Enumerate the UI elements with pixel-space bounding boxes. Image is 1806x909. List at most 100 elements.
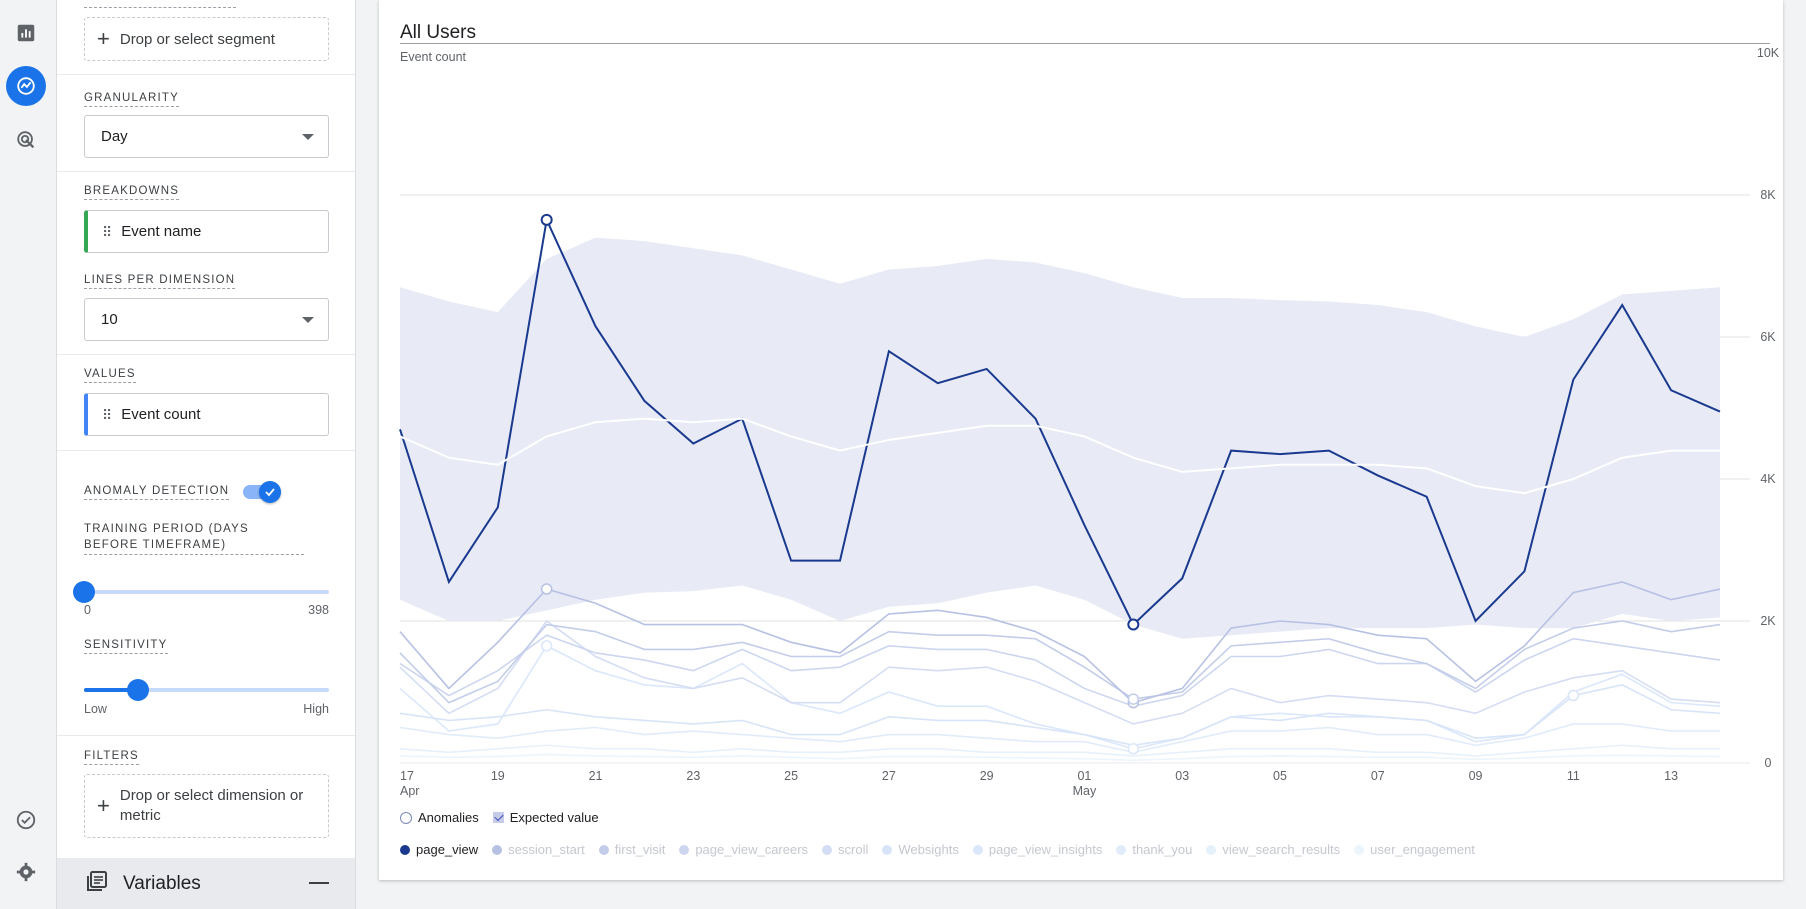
legend-anomalies[interactable]: Anomalies	[400, 810, 479, 825]
anomaly-detection-toggle[interactable]	[243, 481, 281, 503]
x-tick-label: 17	[400, 769, 414, 783]
legend-series-first_visit[interactable]: first_visit	[598, 842, 666, 857]
legend-series-session_start[interactable]: session_start	[492, 842, 585, 857]
legend-series-page_view[interactable]: page_view	[400, 842, 478, 857]
x-tick-label: 09	[1469, 769, 1483, 783]
filters-section: FILTERS + Drop or select dimension or me…	[57, 736, 355, 858]
tab-settings-panel: + Drop or select segment GRANULARITY Day…	[57, 0, 356, 909]
value-chip-event-count[interactable]: ⠿ Event count	[84, 393, 329, 436]
series-line-Websights	[399, 684, 1721, 747]
training-slider-knob[interactable]	[73, 581, 95, 603]
breakdown-item-label: Event name	[121, 223, 202, 240]
legend-series-view_search_results[interactable]: view_search_results	[1206, 842, 1340, 857]
y-tick-label: 0	[1765, 756, 1772, 770]
anomaly-marker	[540, 213, 553, 226]
legend-series-page_view_careers[interactable]: page_view_careers	[679, 842, 808, 857]
chevron-down-icon	[302, 316, 314, 323]
series-line-first_visit	[399, 620, 1721, 704]
legend-series-label: page_view_careers	[695, 842, 809, 857]
y-tick-label: 8K	[1760, 188, 1776, 202]
library-icon	[85, 869, 109, 899]
sensitivity-label: SENSITIVITY	[84, 638, 168, 654]
legend-dot-icon	[882, 844, 893, 855]
legend-series-thank_you[interactable]: thank_you	[1116, 842, 1192, 857]
x-tick-label: 01	[1077, 769, 1091, 783]
anomaly-marker-faint	[1567, 689, 1580, 702]
legend-expected[interactable]: Expected value	[492, 810, 599, 825]
checkbox-icon	[492, 812, 504, 823]
legend-dot-icon	[1354, 844, 1365, 855]
legend-dot-icon	[1206, 844, 1217, 855]
series-line-session_start	[399, 581, 1721, 704]
y-axis-title: Event count	[400, 50, 467, 64]
x-tick-sublabel: May	[1073, 784, 1097, 798]
lines-per-dimension-value: 10	[101, 311, 118, 328]
training-period-slider[interactable]	[73, 581, 329, 603]
segment-dropzone[interactable]: + Drop or select segment	[84, 17, 329, 61]
legend-expected-label: Expected value	[509, 810, 599, 825]
variables-label: Variables	[123, 872, 201, 894]
legend-series-label: session_start	[508, 842, 585, 857]
lines-per-dimension-select[interactable]: 10	[84, 298, 329, 341]
sensitivity-slider-knob[interactable]	[126, 679, 149, 701]
drag-handle-icon[interactable]: ⠿	[102, 223, 112, 240]
legend-series-Websights[interactable]: Websights	[882, 842, 959, 857]
x-tick-sublabel: Apr	[400, 784, 419, 798]
drag-handle-icon[interactable]: ⠿	[102, 406, 112, 423]
checklist-icon[interactable]	[6, 800, 46, 840]
title-underline	[400, 43, 1770, 44]
legend-series-page_view_insights[interactable]: page_view_insights	[972, 842, 1102, 857]
anomaly-legend: Anomalies Expected value	[400, 810, 613, 825]
reports-icon[interactable]	[6, 13, 46, 53]
collapse-icon[interactable]	[309, 882, 329, 884]
y-tick-label: 10K	[1757, 46, 1780, 60]
series-line-view_search_results	[399, 744, 1720, 757]
legend-dot-icon	[598, 844, 609, 855]
legend-anomalies-label: Anomalies	[418, 810, 479, 825]
section-label-underline	[84, 0, 236, 8]
sensitivity-min-label: Low	[84, 702, 107, 716]
anomaly-marker-faint	[1127, 743, 1140, 755]
values-section: VALUES ⠿ Event count	[57, 355, 355, 451]
legend-series-label: first_visit	[614, 842, 666, 857]
explore-icon[interactable]	[6, 66, 46, 106]
legend-series-label: scroll	[838, 842, 869, 857]
granularity-value: Day	[101, 128, 128, 145]
segment-drop-label: Drop or select segment	[119, 30, 275, 48]
legend-series-label: Websights	[898, 842, 959, 857]
anomaly-marker-faint	[540, 640, 553, 652]
x-tick-label: 25	[784, 769, 798, 783]
breakdowns-label: BREAKDOWNS	[84, 184, 180, 200]
anomaly-detection-label: ANOMALY DETECTION	[84, 484, 230, 500]
x-tick-label: 23	[686, 769, 700, 783]
legend-dot-icon	[400, 844, 410, 855]
advertising-icon[interactable]	[6, 120, 46, 160]
series-line-thank_you	[399, 723, 1720, 754]
check-icon	[259, 481, 281, 503]
breakdowns-section: BREAKDOWNS ⠿ Event name LINES PER DIMENS…	[57, 172, 355, 355]
legend-series-user_engagement[interactable]: user_engagement	[1354, 842, 1475, 857]
breakdown-chip-event-name[interactable]: ⠿ Event name	[84, 210, 329, 253]
lines-per-dimension-label: LINES PER DIMENSION	[84, 273, 236, 289]
gear-icon[interactable]	[6, 852, 46, 892]
filters-drop-label: Drop or select dimension or metric	[119, 787, 304, 824]
granularity-select[interactable]: Day	[84, 115, 329, 158]
x-tick-label: 11	[1567, 769, 1580, 783]
legend-series-scroll[interactable]: scroll	[822, 842, 868, 857]
chart-card: All Users Event count 0 2K 4K 6K 8K 10K 17 Apr 1…	[379, 0, 1783, 880]
plus-icon: +	[97, 26, 110, 51]
anomaly-marker	[1127, 618, 1140, 631]
filters-dropzone[interactable]: + Drop or select dimension or metric	[84, 774, 329, 838]
series-line-user_engagement	[399, 753, 1721, 761]
filters-label: FILTERS	[84, 749, 139, 765]
series-legend: page_view session_start first_visit page_vi…	[400, 842, 1489, 857]
series-line-page_view_careers	[399, 634, 1721, 708]
x-tick-label: 27	[882, 769, 896, 783]
chart-title: All Users	[400, 22, 477, 43]
legend-dot-icon	[972, 844, 983, 855]
sensitivity-slider[interactable]	[84, 679, 329, 701]
variables-panel-header[interactable]: Variables	[57, 858, 355, 909]
legend-dot-icon	[492, 844, 503, 855]
anomaly-detection-section: ANOMALY DETECTION TRAINING PERIOD (DAYS …	[57, 451, 355, 736]
